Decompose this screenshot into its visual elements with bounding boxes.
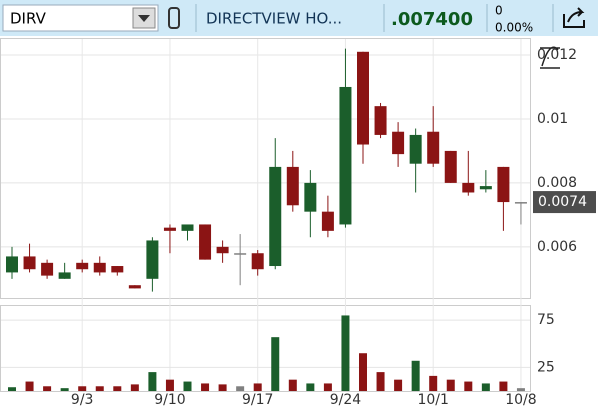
candle-body <box>6 256 18 273</box>
volume-bar <box>323 383 332 391</box>
volume-bar <box>481 383 490 391</box>
candle-body <box>23 256 36 270</box>
candle-body <box>462 182 475 193</box>
volume-bar <box>201 383 210 391</box>
candle-body <box>199 224 212 260</box>
candle-body <box>93 262 106 273</box>
y-tick-label: 0.012 <box>537 47 577 63</box>
price-panel <box>0 38 531 299</box>
candle-body <box>58 272 71 279</box>
y-tick-label: 0.008 <box>537 175 577 191</box>
candle-body <box>76 262 89 270</box>
candle-body <box>427 131 440 164</box>
x-tick-label: 9/24 <box>330 392 362 408</box>
volume-bar <box>113 386 122 391</box>
candle-body <box>339 86 352 225</box>
volume-bar <box>394 379 403 391</box>
x-tick-label: 9/10 <box>154 392 185 408</box>
volume-bar <box>359 353 367 391</box>
candle-body <box>111 266 124 273</box>
share-icon[interactable] <box>563 7 585 28</box>
volume-bar <box>341 315 350 391</box>
candle-body <box>286 166 299 206</box>
volume-bar <box>43 386 52 391</box>
volume-bar <box>165 379 174 391</box>
volume-bar <box>411 360 420 391</box>
candle-body <box>409 134 422 164</box>
symbol[interactable]: DIRV <box>10 10 47 28</box>
volume-bar <box>429 375 438 391</box>
candle-body <box>146 240 159 279</box>
volume-bar <box>8 387 16 391</box>
volume-bar <box>376 372 385 391</box>
candle-body <box>234 253 247 255</box>
candle-body <box>216 246 229 254</box>
volume-bar <box>516 388 525 391</box>
y-tick-label: 25 <box>537 359 555 375</box>
candle-body <box>269 166 282 267</box>
candle-body <box>251 253 264 270</box>
candle-body <box>497 166 510 203</box>
link-icon[interactable] <box>168 7 180 29</box>
candle-body <box>41 262 54 276</box>
candle-body <box>163 227 176 231</box>
candle-body <box>479 186 492 190</box>
volume-bar <box>148 372 157 391</box>
volume-bar <box>130 384 139 391</box>
volume-bar <box>183 381 192 391</box>
last-price-badge <box>533 191 596 214</box>
y-tick-label: 75 <box>537 312 555 328</box>
x-tick-label: 9/3 <box>71 392 94 408</box>
candle-body <box>304 182 317 212</box>
company-name: DIRECTVIEW HO... <box>206 10 342 28</box>
candle-body <box>514 202 527 204</box>
volume-bar <box>95 386 104 391</box>
volume-bar <box>78 386 87 391</box>
volume-bar <box>25 381 34 391</box>
y-tick-label: 0.01 <box>537 111 568 127</box>
indicator-icon[interactable] <box>540 46 560 69</box>
candle-body <box>357 51 369 145</box>
y-tick-label: 0.006 <box>537 239 577 255</box>
volume-bar <box>271 337 280 391</box>
x-tick-label: 9/17 <box>242 392 273 408</box>
candle-body <box>374 106 387 135</box>
last-price: .007400 <box>391 9 473 30</box>
volume-bar <box>499 381 508 391</box>
x-tick-label: 10/1 <box>417 392 448 408</box>
volume-bar <box>464 381 473 391</box>
volume-bar <box>236 386 245 391</box>
volume-bar <box>60 388 69 391</box>
last-price-label: 0.0074 <box>538 194 587 210</box>
volume-bar <box>306 383 315 391</box>
dropdown-arrow <box>138 15 150 22</box>
change: 0 <box>495 4 503 18</box>
candle-body <box>181 224 194 231</box>
volume-bar <box>446 379 455 391</box>
change-percent: 0.00% <box>495 21 533 35</box>
candle-body <box>392 131 405 155</box>
candle-body <box>444 150 457 183</box>
x-tick-label: 10/8 <box>505 392 536 408</box>
candle-body <box>321 211 334 231</box>
symbol-box[interactable] <box>2 4 159 32</box>
volume-bar <box>218 384 227 391</box>
volume-bar <box>288 379 297 391</box>
candle-body <box>128 285 141 289</box>
volume-panel <box>0 305 531 392</box>
volume-bar <box>253 383 262 391</box>
